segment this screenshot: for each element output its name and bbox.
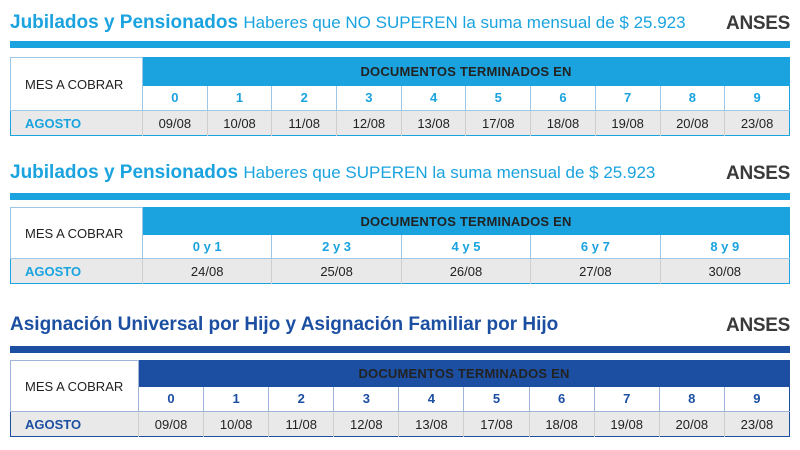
digit-cell: 3	[333, 386, 399, 412]
date-cell: 11/08	[268, 411, 334, 437]
section-3-header: Asignación Universal por Hijo y Asignaci…	[0, 312, 800, 342]
digit-cell: 8	[658, 386, 725, 412]
anses-logo-2: ANSES	[726, 163, 790, 184]
date-cell: 27/08	[530, 258, 661, 284]
date-cell: 11/08	[271, 110, 337, 136]
month-label: AGOSTO	[10, 110, 143, 136]
date-cell: 30/08	[659, 258, 790, 284]
section-2-header: Jubilados y Pensionados Haberes que SUPE…	[0, 160, 800, 190]
digit-cell: 3	[336, 85, 402, 111]
digit-cell: 1	[203, 386, 269, 412]
section-3-title: Asignación Universal por Hijo y Asignaci…	[10, 314, 559, 335]
date-cell: 18/08	[530, 110, 596, 136]
dates-row: AGOSTO 09/08 10/08 11/08 12/08 13/08 17/…	[10, 110, 790, 136]
section-2-rule	[10, 193, 790, 200]
date-cell: 19/08	[594, 110, 660, 136]
section-3-rule	[10, 346, 790, 353]
date-cell: 13/08	[398, 411, 464, 437]
date-cell: 25/08	[271, 258, 402, 284]
digit-cell: 0	[142, 85, 208, 111]
digit-cell: 0	[137, 386, 204, 412]
digits-row: 0 1 2 3 4 5 6 7 8 9	[11, 85, 790, 111]
date-cell: 20/08	[659, 110, 725, 136]
anses-logo-3: ANSES	[726, 315, 790, 336]
digit-cell: 2	[271, 85, 337, 111]
digit-cell: 5	[463, 386, 530, 412]
date-cell: 10/08	[203, 411, 269, 437]
section-1-header: Jubilados y Pensionados Haberes que NO S…	[0, 10, 800, 40]
digit-cell: 2 y 3	[271, 234, 402, 259]
section-2-title-light: Haberes que SUPEREN la suma mensual de $…	[243, 163, 656, 182]
documentos-header: DOCUMENTOS TERMINADOS EN	[138, 360, 790, 387]
digit-cell: 4	[398, 386, 464, 412]
documentos-header: DOCUMENTOS TERMINADOS EN	[142, 207, 790, 235]
mes-a-cobrar-label: MES A COBRAR	[10, 360, 139, 412]
date-cell: 17/08	[465, 110, 531, 136]
digit-cell: 9	[724, 85, 790, 111]
date-cell: 12/08	[333, 411, 399, 437]
digit-cell: 5	[465, 85, 531, 111]
digit-cell: 8	[659, 85, 725, 111]
digit-cell: 9	[723, 386, 790, 412]
section-2-table: MES A COBRAR DOCUMENTOS TERMINADOS EN 0 …	[10, 207, 790, 284]
date-cell: 18/08	[528, 411, 595, 437]
date-cell: 23/08	[723, 411, 790, 437]
section-1-title-bold: Jubilados y Pensionados	[10, 12, 239, 33]
date-cell: 26/08	[400, 258, 531, 284]
digit-cell: 4 y 5	[400, 234, 531, 259]
dates-row: AGOSTO 09/08 10/08 11/08 12/08 13/08 17/…	[10, 411, 790, 437]
section-1-title-light: Haberes que NO SUPEREN la suma mensual d…	[243, 13, 686, 32]
month-label: AGOSTO	[10, 411, 139, 437]
digit-cell: 8 y 9	[659, 234, 790, 259]
digits-row: 0 y 1 2 y 3 4 y 5 6 y 7 8 y 9	[11, 234, 790, 259]
date-cell: 09/08	[142, 110, 208, 136]
date-cell: 13/08	[400, 110, 466, 136]
date-cell: 09/08	[137, 411, 204, 437]
digit-cell: 6 y 7	[530, 234, 661, 259]
date-cell: 17/08	[463, 411, 530, 437]
mes-a-cobrar-label: MES A COBRAR	[10, 207, 143, 259]
date-cell: 24/08	[141, 258, 272, 284]
digit-cell: 6	[528, 386, 595, 412]
digit-cell: 0 y 1	[141, 234, 272, 259]
digit-cell: 6	[530, 85, 596, 111]
date-cell: 12/08	[336, 110, 402, 136]
date-cell: 19/08	[593, 411, 660, 437]
section-1-title: Jubilados y Pensionados Haberes que NO S…	[10, 12, 686, 34]
section-1-rule	[10, 41, 790, 48]
dates-row: AGOSTO 24/08 25/08 26/08 27/08 30/08	[10, 258, 790, 284]
anses-logo-1: ANSES	[726, 13, 790, 34]
digit-cell: 4	[400, 85, 466, 111]
month-label: AGOSTO	[10, 258, 143, 284]
documentos-header: DOCUMENTOS TERMINADOS EN	[142, 57, 790, 86]
digits-row: 0 1 2 3 4 5 6 7 8 9	[11, 386, 790, 412]
section-2-title: Jubilados y Pensionados Haberes que SUPE…	[10, 162, 655, 184]
section-3-table: MES A COBRAR DOCUMENTOS TERMINADOS EN 0 …	[10, 360, 790, 437]
section-2-title-bold: Jubilados y Pensionados	[10, 162, 239, 183]
digit-cell: 2	[268, 386, 334, 412]
digit-cell: 1	[206, 85, 272, 111]
date-cell: 23/08	[724, 110, 790, 136]
digit-cell: 7	[593, 386, 660, 412]
digit-cell: 7	[594, 85, 660, 111]
date-cell: 20/08	[658, 411, 725, 437]
mes-a-cobrar-label: MES A COBRAR	[10, 57, 143, 111]
date-cell: 10/08	[206, 110, 272, 136]
section-1-table: MES A COBRAR DOCUMENTOS TERMINADOS EN 0 …	[10, 57, 790, 136]
